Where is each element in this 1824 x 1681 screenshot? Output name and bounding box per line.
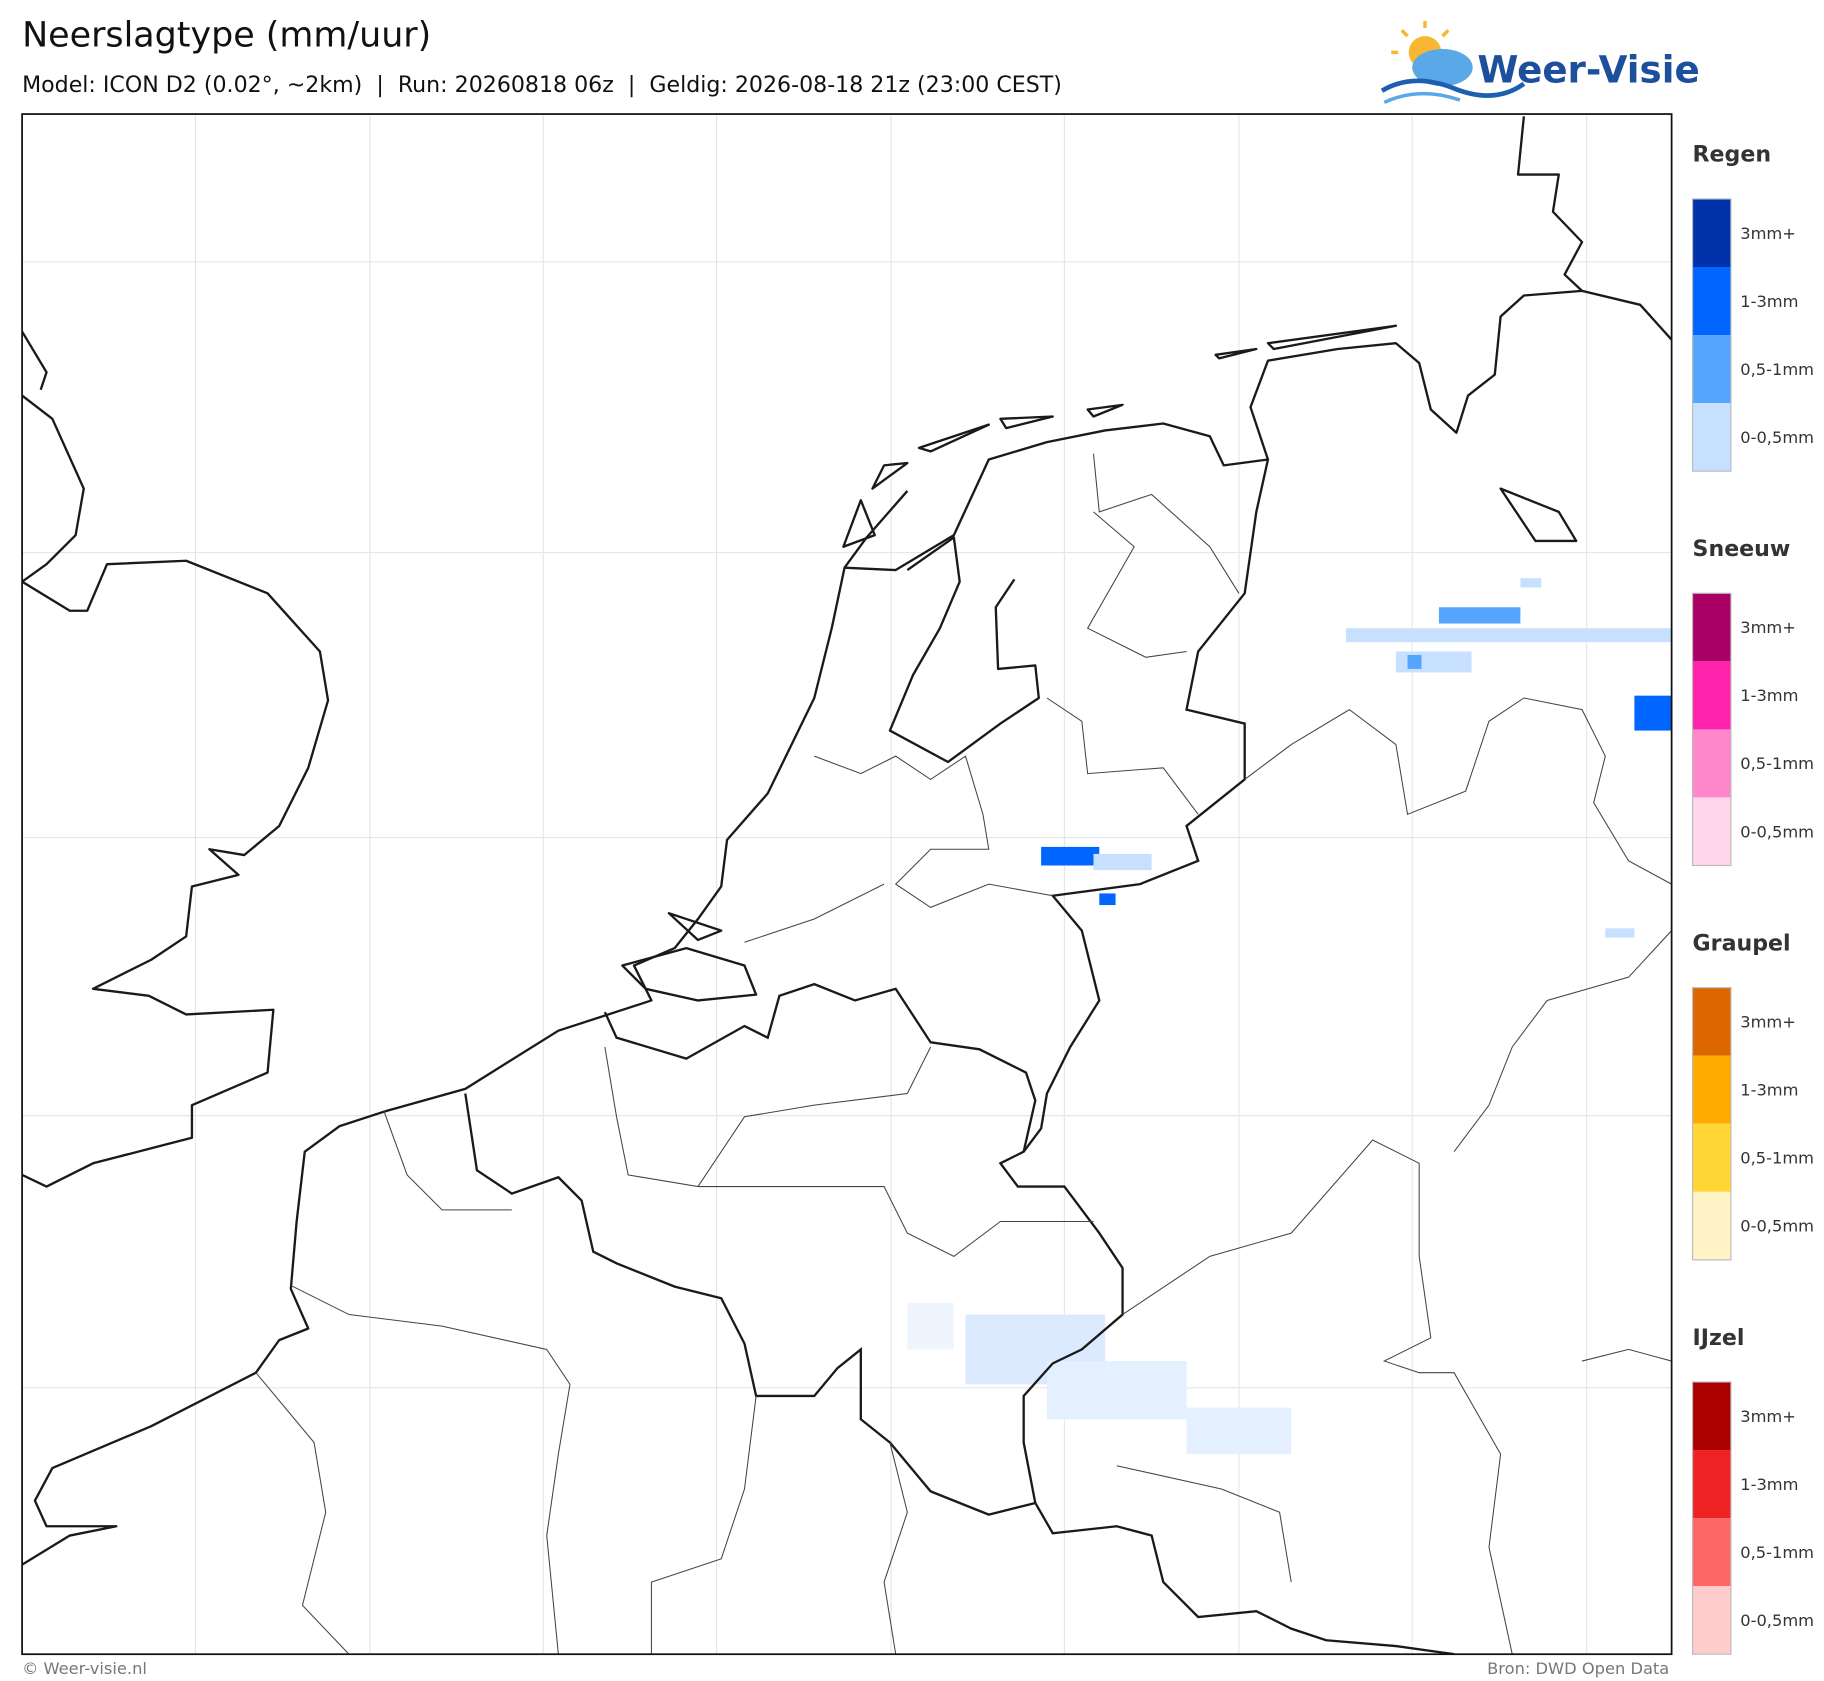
legend-label: 3mm+ bbox=[1740, 1012, 1796, 1031]
legend-swatch bbox=[1692, 1382, 1731, 1451]
map-area bbox=[22, 114, 1672, 1655]
legend-swatch bbox=[1692, 267, 1731, 336]
legend-bar-outline bbox=[1691, 198, 1732, 472]
legend-swatch bbox=[1692, 1123, 1731, 1192]
subtitle: Model: ICON D2 (0.02°, ~2km) | Run: 2026… bbox=[22, 72, 1062, 98]
legend-swatch bbox=[1692, 1586, 1731, 1655]
borders bbox=[464, 459, 1455, 1655]
legend-label: 0-0,5mm bbox=[1740, 1611, 1814, 1630]
precipitation bbox=[907, 578, 1672, 1455]
legend-swatch bbox=[1692, 797, 1731, 866]
legend: Regen 3mm+ 1-3mm 0,5-1mm 0-0,5mm Sneeuw 3mm+ 1-… bbox=[1691, 142, 1814, 1655]
legend-label: 0,5-1mm bbox=[1740, 1543, 1814, 1562]
legend-label: 1-3mm bbox=[1740, 292, 1798, 311]
logo-text: Weer-Visie bbox=[1477, 48, 1699, 92]
legend-label: 3mm+ bbox=[1740, 1407, 1796, 1426]
logo: Weer-Visie bbox=[1380, 20, 1700, 104]
legend-swatch bbox=[1692, 403, 1731, 472]
legend-group-title: Graupel bbox=[1693, 930, 1791, 956]
legend-group-title: Sneeuw bbox=[1693, 536, 1791, 562]
legend-label: 0-0,5mm bbox=[1740, 1217, 1814, 1236]
legend-group-title: IJzel bbox=[1693, 1325, 1745, 1351]
legend-label: 0,5-1mm bbox=[1740, 754, 1814, 773]
legend-label: 3mm+ bbox=[1740, 224, 1796, 243]
coastlines bbox=[22, 116, 1672, 1566]
map bbox=[22, 114, 1672, 1655]
legend-label: 3mm+ bbox=[1740, 618, 1796, 637]
legend-swatch bbox=[1692, 1055, 1731, 1124]
legend-bar-outline bbox=[1691, 592, 1732, 867]
legend-group-title: Regen bbox=[1693, 142, 1772, 168]
legend-swatch bbox=[1692, 729, 1731, 798]
legend-label: 0-0,5mm bbox=[1740, 822, 1814, 841]
legend-swatch bbox=[1692, 987, 1731, 1056]
map-frame bbox=[21, 113, 1673, 1656]
legend-bar-outline bbox=[1691, 987, 1732, 1261]
legend-swatch bbox=[1692, 1518, 1731, 1587]
legend-swatch bbox=[1692, 335, 1731, 404]
legend-bar-outline bbox=[1691, 1381, 1732, 1655]
legend-label: 1-3mm bbox=[1740, 686, 1798, 705]
footer-left: © Weer-visie.nl bbox=[22, 1659, 147, 1678]
legend-label: 1-3mm bbox=[1740, 1081, 1798, 1100]
title: Neerslagtype (mm/uur) bbox=[22, 16, 431, 56]
legend-swatch bbox=[1692, 198, 1731, 268]
footer-right: Bron: DWD Open Data bbox=[1487, 1659, 1669, 1678]
legend-label: 0,5-1mm bbox=[1740, 360, 1814, 379]
legend-swatch bbox=[1692, 593, 1731, 662]
legend-swatch bbox=[1692, 661, 1731, 730]
legend-label: 1-3mm bbox=[1740, 1475, 1798, 1494]
legend-label: 0-0,5mm bbox=[1740, 428, 1814, 447]
regional-borders bbox=[255, 453, 1672, 1655]
legend-swatch bbox=[1692, 1450, 1731, 1519]
legend-label: 0,5-1mm bbox=[1740, 1149, 1814, 1168]
legend-swatch bbox=[1692, 1191, 1731, 1260]
